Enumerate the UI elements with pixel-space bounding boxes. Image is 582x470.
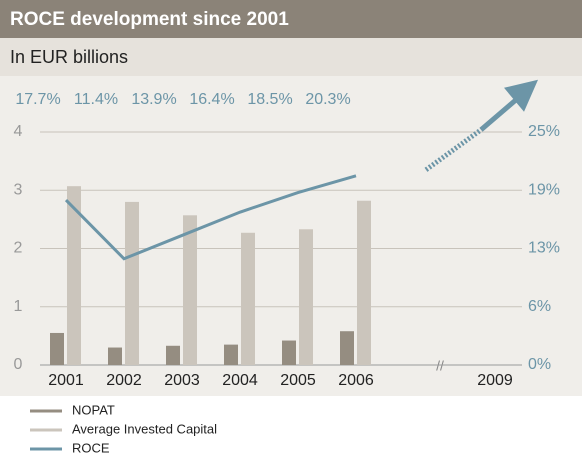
subtitle-band bbox=[0, 38, 582, 76]
bar bbox=[299, 229, 313, 365]
value-label: 18.5% bbox=[247, 91, 292, 108]
legend-label: Average Invested Capital bbox=[72, 421, 217, 436]
y-tick-label: 4 bbox=[14, 123, 23, 140]
trend-arrow-head bbox=[504, 79, 538, 112]
legend-label: NOPAT bbox=[72, 402, 115, 417]
axis-break: // bbox=[436, 358, 444, 374]
x-tick-label: 2004 bbox=[222, 372, 258, 389]
bar bbox=[241, 232, 255, 365]
x-tick-label: 2001 bbox=[48, 372, 84, 389]
y2-tick-label: 0% bbox=[528, 356, 551, 373]
trend-dash bbox=[424, 127, 483, 172]
bar bbox=[224, 344, 238, 365]
bar bbox=[282, 340, 296, 365]
y-tick-label: 3 bbox=[14, 181, 23, 198]
y-tick-label: 0 bbox=[14, 356, 23, 373]
value-label: 16.4% bbox=[189, 91, 234, 108]
trend-arrow-shaft bbox=[479, 97, 518, 132]
line bbox=[64, 174, 357, 261]
x-tick-label: 2002 bbox=[106, 372, 142, 389]
bar bbox=[340, 331, 354, 365]
x-tick-label: 2005 bbox=[280, 372, 316, 389]
y2-tick-label: 6% bbox=[528, 298, 551, 315]
bar bbox=[67, 186, 81, 365]
y-tick-label: 2 bbox=[14, 240, 23, 257]
y2-tick-label: 13% bbox=[528, 240, 560, 257]
x-tick-label: 2006 bbox=[338, 372, 374, 389]
bar bbox=[50, 332, 64, 365]
bar bbox=[125, 201, 139, 365]
x-tick-label: 2003 bbox=[164, 372, 200, 389]
value-label: 17.7% bbox=[15, 91, 60, 108]
y2-tick-label: 19% bbox=[528, 181, 560, 198]
value-label: 11.4% bbox=[74, 91, 118, 108]
value-label: 20.3% bbox=[305, 91, 350, 108]
bar bbox=[108, 347, 122, 365]
bar bbox=[183, 215, 197, 365]
y2-tick-label: 25% bbox=[528, 123, 560, 140]
y-tick-label: 1 bbox=[14, 298, 23, 315]
bar bbox=[357, 200, 371, 365]
chart-subtitle: In EUR billions bbox=[10, 47, 128, 67]
title-bar bbox=[0, 0, 582, 38]
bar bbox=[166, 345, 180, 365]
x-tick-label: 2009 bbox=[477, 372, 513, 389]
chart-title: ROCE development since 2001 bbox=[10, 9, 289, 30]
value-label: 13.9% bbox=[131, 91, 176, 108]
legend-label: ROCE bbox=[72, 440, 110, 455]
